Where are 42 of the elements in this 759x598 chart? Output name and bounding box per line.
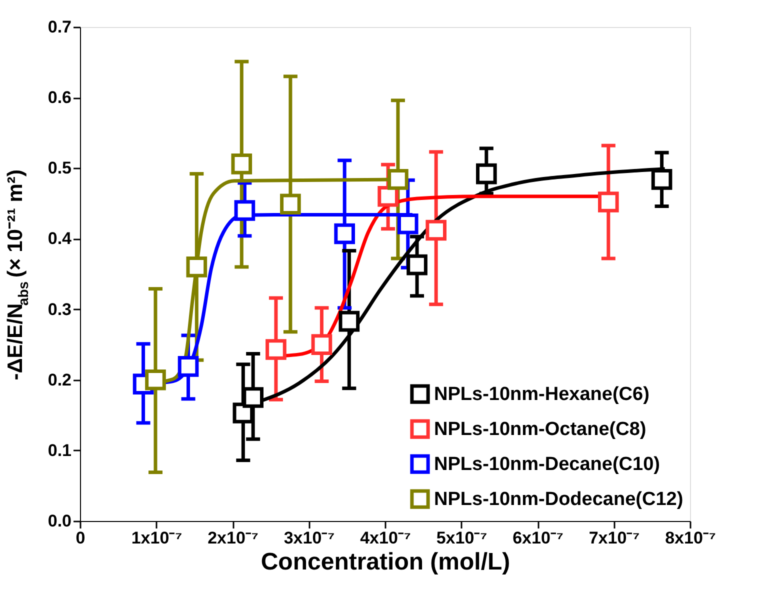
point [334, 223, 355, 244]
y-tick-label: 0.6 [48, 88, 72, 108]
point [186, 256, 208, 278]
y-tick-label: 0.5 [48, 158, 72, 178]
y-tick-label: 0.0 [48, 512, 72, 530]
x-tick-label: 3x10⁻⁷ [284, 528, 335, 548]
legend-label: NPLs-10nm-Decane(C10) [434, 454, 660, 475]
point [145, 369, 166, 390]
x-tick-label: 7x10⁻⁷ [588, 528, 640, 548]
point [178, 356, 199, 377]
point [406, 254, 428, 276]
legend-label: NPLs-10nm-Octane(C8) [434, 419, 646, 440]
point [388, 169, 408, 190]
x-axis-title: Concentration (mol/L) [260, 548, 510, 576]
x-tick-label: 2x10⁻⁷ [208, 528, 258, 548]
x-tick-label: 8x10⁻⁷ [665, 528, 716, 548]
point [378, 186, 398, 207]
point [397, 213, 418, 234]
point [242, 387, 264, 408]
point [266, 339, 286, 360]
y-tick-label: 0.1 [48, 440, 72, 460]
point [426, 220, 446, 241]
x-tick-label: 0 [76, 528, 86, 548]
y-tick-label: 0.4 [48, 229, 72, 248]
legend-label: NPLs-10nm-Dodecane(C12) [434, 489, 684, 510]
y-tick-label: 0.7 [48, 18, 72, 36]
x-tick-label: 6x10⁻⁷ [512, 528, 564, 548]
x-tick-label: 1x10⁻⁷ [131, 528, 182, 548]
y-axis-title: -ΔE/E/Nabs (× 10⁻²¹ m²) [4, 170, 31, 380]
point [234, 200, 256, 221]
point [338, 310, 360, 332]
x-tick-label: 4x10⁻⁷ [360, 528, 411, 548]
point [280, 194, 301, 215]
x-tick-label: 5x10⁻⁷ [436, 528, 488, 548]
point [231, 154, 252, 174]
legend-label: NPLs-10nm-Hexane(C6) [434, 384, 650, 405]
point [651, 169, 672, 190]
point [476, 163, 497, 184]
y-tick-label: 0.3 [48, 300, 72, 319]
y-tick-label: 0.2 [48, 370, 72, 390]
point [311, 334, 332, 355]
point [598, 192, 619, 212]
